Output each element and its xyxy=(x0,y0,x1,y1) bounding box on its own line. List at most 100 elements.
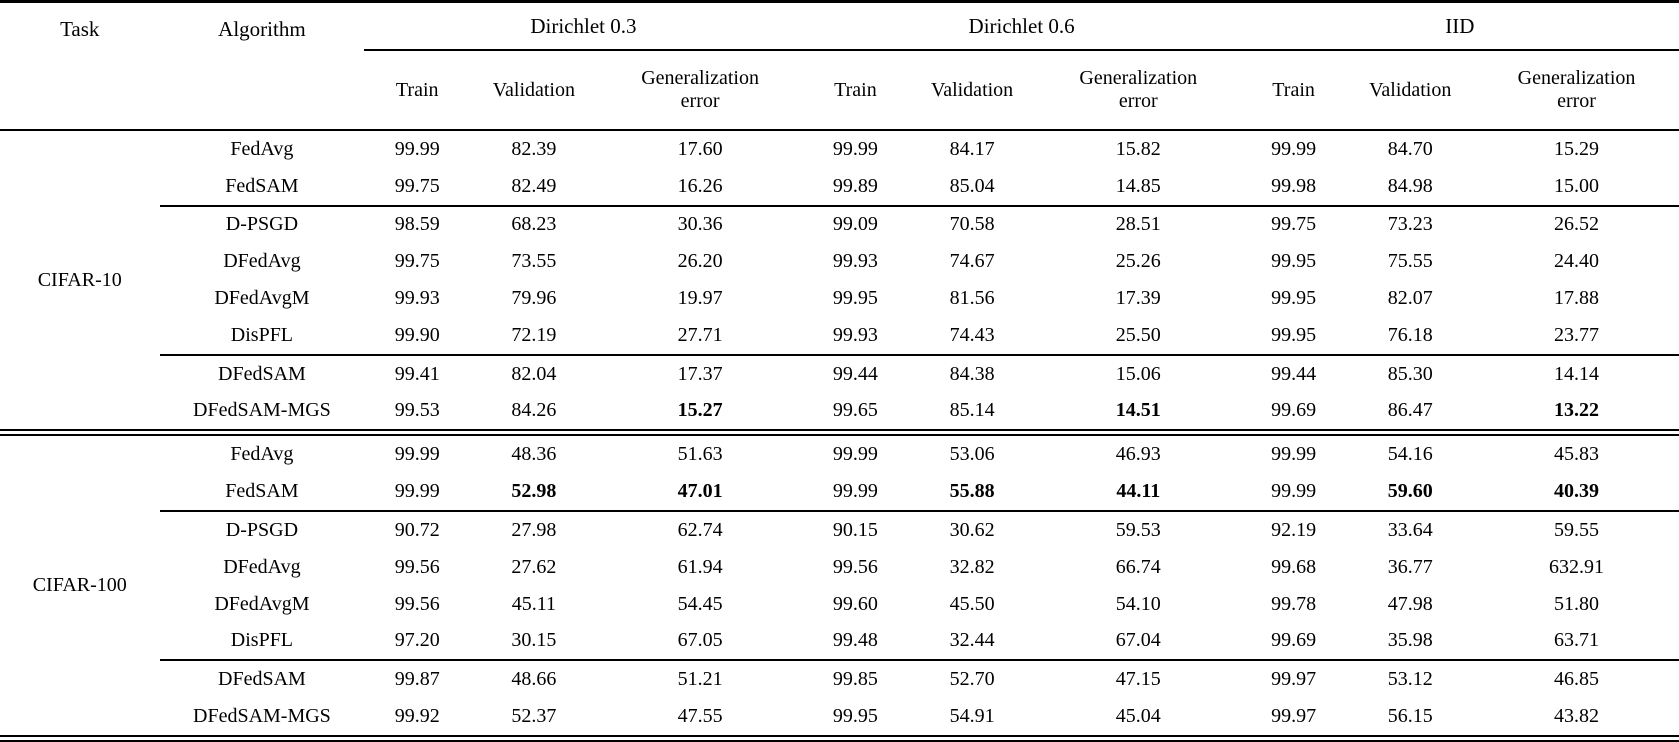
value-cell: 99.95 xyxy=(832,705,878,727)
value-cell: 99.93 xyxy=(832,250,878,273)
value-cell: 55.88 xyxy=(949,480,995,503)
algorithm-label: D-PSGD xyxy=(159,510,365,549)
value-cell: 16.26 xyxy=(677,174,723,197)
value-cell: 66.74 xyxy=(1115,555,1161,578)
sub-header-label: Train xyxy=(1272,78,1315,101)
group-header-iid: IID xyxy=(1240,1,1679,51)
value-cell: 53.06 xyxy=(908,429,1036,474)
value-cell: 27.62 xyxy=(511,555,557,578)
value-cell: 97.20 xyxy=(394,629,440,652)
value-cell: 32.44 xyxy=(949,629,995,652)
algorithm-label: DFedSAM-MGS xyxy=(193,399,331,422)
value-cell: 54.45 xyxy=(677,592,723,615)
value-cell: 25.26 xyxy=(1115,250,1161,273)
value-cell: 99.69 xyxy=(1271,629,1317,652)
group-header-row: Task Algorithm Dirichlet 0.3 Dirichlet 0… xyxy=(0,1,1679,131)
value-cell: 51.63 xyxy=(597,429,803,474)
value-cell: 99.99 xyxy=(394,480,440,503)
value-cell: 99.97 xyxy=(1271,705,1317,727)
value-cell: 23.77 xyxy=(1554,323,1600,346)
value-cell: 99.95 xyxy=(1271,323,1317,346)
value-cell: 73.55 xyxy=(511,250,557,273)
value-cell: 17.88 xyxy=(1554,287,1600,310)
value-cell: 46.93 xyxy=(1035,429,1241,474)
table-row: D-PSGD 90.72 27.98 62.74 90.15 30.62 59.53 92.1… xyxy=(0,510,1679,549)
value-cell: 17.37 xyxy=(597,353,803,393)
sub-header-train: Train xyxy=(364,50,471,131)
value-cell: 54.16 xyxy=(1346,429,1475,474)
value-cell: 99.41 xyxy=(364,353,471,393)
algorithm-column-header: Algorithm xyxy=(159,1,365,131)
value-cell: 14.85 xyxy=(1115,174,1161,197)
value-cell: 19.97 xyxy=(677,287,723,310)
sub-header-generalization-error: Generalization error xyxy=(1035,50,1241,131)
value-cell: 62.74 xyxy=(597,510,803,549)
value-cell: 17.39 xyxy=(1115,287,1161,310)
value-cell: 43.82 xyxy=(1554,705,1600,727)
value-cell: 85.14 xyxy=(949,399,995,422)
sub-header-validation: Validation xyxy=(470,50,598,131)
table-row: DFedSAM 99.41 82.04 17.37 99.44 84.38 15.06 99.… xyxy=(0,353,1679,393)
value-cell: 30.62 xyxy=(908,510,1036,549)
value-cell: 99.44 xyxy=(802,353,909,393)
table-body: CIFAR-10 FedAvg 99.99 82.39 17.60 99.99 84.17 1… xyxy=(0,130,1679,739)
task-label: CIFAR-100 xyxy=(0,429,160,739)
table-row: DFedAvg 99.56 27.62 61.94 99.56 32.82 66.74 99.… xyxy=(0,549,1679,586)
value-cell: 99.95 xyxy=(1271,287,1317,310)
sub-header-label: Train xyxy=(395,78,439,101)
value-cell: 44.11 xyxy=(1116,480,1161,503)
value-cell: 84.98 xyxy=(1387,174,1433,197)
value-cell: 32.82 xyxy=(949,555,995,578)
sub-header-label: Validation xyxy=(1369,78,1452,101)
value-cell: 35.98 xyxy=(1387,629,1433,652)
value-cell: 99.75 xyxy=(394,174,440,197)
value-cell: 52.37 xyxy=(511,705,557,727)
value-cell: 85.30 xyxy=(1346,353,1475,393)
table-row: FedSAM 99.75 82.49 16.26 99.89 85.04 14.85 99.9… xyxy=(0,168,1679,206)
value-cell: 99.56 xyxy=(394,592,440,615)
sub-header-generalization-error: Generalization error xyxy=(1474,50,1679,131)
value-cell: 74.43 xyxy=(949,323,995,346)
value-cell: 48.36 xyxy=(470,429,598,474)
value-cell: 67.04 xyxy=(1115,629,1161,652)
sub-header-validation: Validation xyxy=(908,50,1036,131)
value-cell: 99.98 xyxy=(1271,174,1317,197)
value-cell: 63.71 xyxy=(1554,629,1600,652)
value-cell: 15.27 xyxy=(677,399,723,422)
algorithm-label: DisPFL xyxy=(230,629,294,652)
value-cell: 30.15 xyxy=(511,629,557,652)
value-cell: 52.70 xyxy=(908,659,1036,699)
value-cell: 15.06 xyxy=(1035,353,1241,393)
value-cell: 99.99 xyxy=(394,137,440,160)
value-cell: 14.51 xyxy=(1115,399,1161,422)
value-cell: 61.94 xyxy=(677,555,723,578)
value-cell: 59.55 xyxy=(1474,510,1679,549)
value-cell: 28.51 xyxy=(1035,204,1241,244)
value-cell: 45.83 xyxy=(1474,429,1679,474)
algorithm-label: DFedAvg xyxy=(223,555,301,578)
algorithm-label: FedSAM xyxy=(225,480,299,503)
value-cell: 14.14 xyxy=(1474,353,1679,393)
value-cell: 99.99 xyxy=(1240,429,1347,474)
sub-header-train: Train xyxy=(802,50,909,131)
group-header-dirichlet-06: Dirichlet 0.6 xyxy=(802,1,1241,51)
sub-header-label: Train xyxy=(834,78,877,101)
algorithm-label: DFedAvgM xyxy=(214,592,310,615)
value-cell: 68.23 xyxy=(470,204,598,244)
value-cell: 15.82 xyxy=(1115,137,1161,160)
value-cell: 99.97 xyxy=(1240,659,1347,699)
value-cell: 45.04 xyxy=(1115,705,1161,727)
table-row: CIFAR-10 FedAvg 99.99 82.39 17.60 99.99 84.17 1… xyxy=(0,130,1679,291)
algorithm-label: FedSAM xyxy=(225,174,299,197)
value-cell: 99.60 xyxy=(832,592,878,615)
algorithm-label: DFedSAM xyxy=(159,353,365,393)
value-cell: 25.50 xyxy=(1115,323,1161,346)
value-cell: 99.09 xyxy=(802,204,909,244)
value-cell: 47.55 xyxy=(677,705,723,727)
value-cell: 84.26 xyxy=(511,399,557,422)
sub-header-label: Generalization error xyxy=(641,67,759,112)
value-cell: 67.05 xyxy=(677,629,723,652)
value-cell: 99.95 xyxy=(832,287,878,310)
value-cell: 72.19 xyxy=(511,323,557,346)
